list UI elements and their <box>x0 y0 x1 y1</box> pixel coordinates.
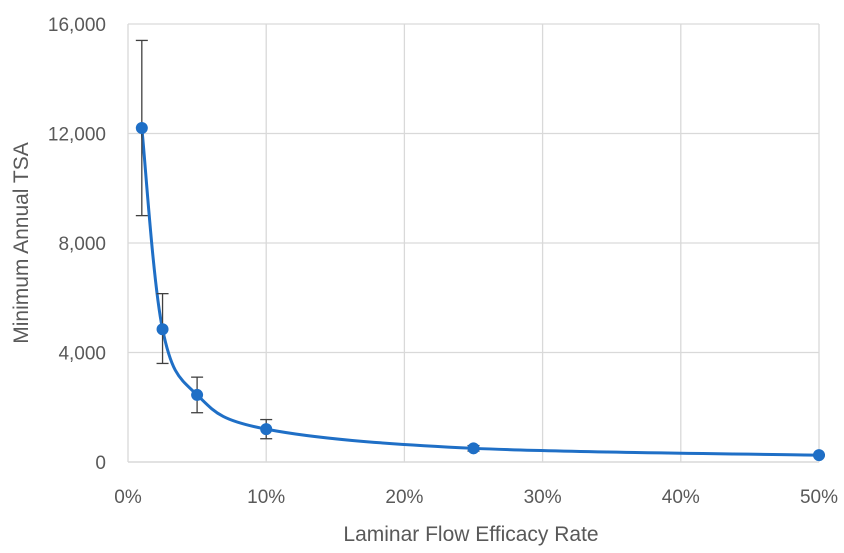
data-point <box>135 122 148 135</box>
data-point <box>191 388 204 401</box>
y-tick-label: 16,000 <box>48 15 106 36</box>
data-point <box>467 442 480 455</box>
x-tick-label: 0% <box>114 487 142 508</box>
data-point <box>813 449 825 462</box>
data-point <box>260 423 273 436</box>
axis-layer: 0 4,000 8,000 12,000 16,000 0% 10% 20% 30% 40% 50% <box>48 15 838 508</box>
grid-layer <box>127 23 820 462</box>
series-line <box>140 127 820 457</box>
x-tick-label: 40% <box>662 487 700 508</box>
x-tick-label: 30% <box>524 487 562 508</box>
y-tick-label: 4,000 <box>58 344 106 365</box>
x-tick-label: 20% <box>385 487 423 508</box>
x-tick-label: 50% <box>800 487 838 508</box>
y-tick-label: 0 <box>95 453 106 474</box>
y-tick-label: 12,000 <box>48 125 106 146</box>
x-tick-label: 10% <box>247 487 285 508</box>
y-tick-label: 8,000 <box>58 234 106 255</box>
y-axis-title: Minimum Annual TSA <box>10 142 33 344</box>
series-layer <box>135 39 825 462</box>
data-point <box>156 323 169 336</box>
label-layer: Minimum Annual TSA Laminar Flow Efficacy… <box>10 142 599 546</box>
x-axis-title: Laminar Flow Efficacy Rate <box>343 523 598 546</box>
